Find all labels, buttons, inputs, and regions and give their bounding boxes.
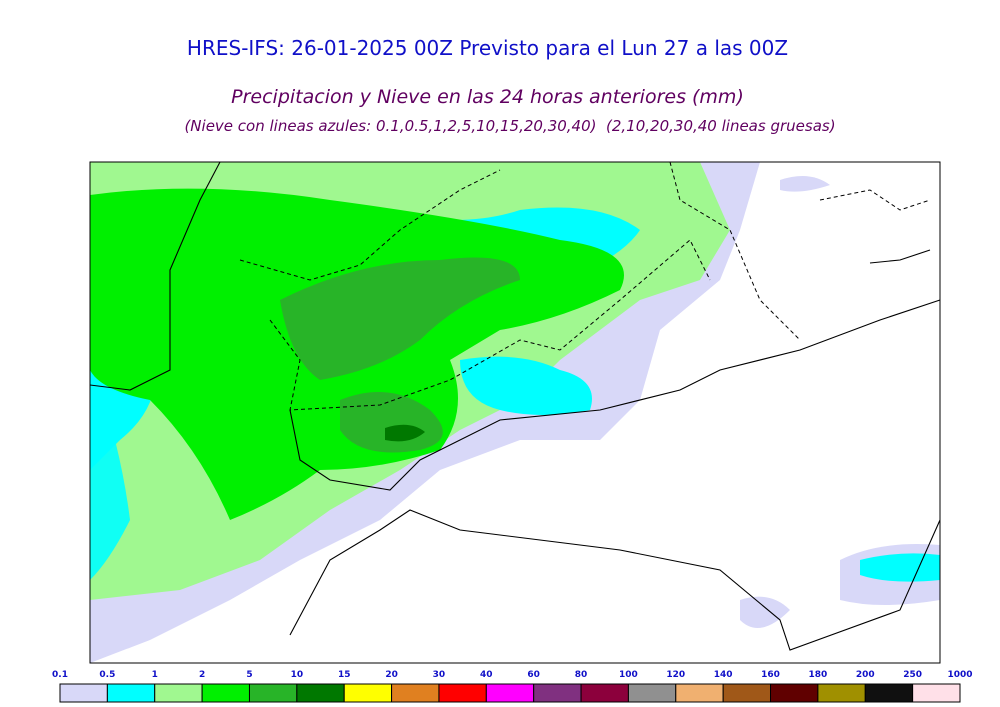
legend-level: 80 — [575, 670, 588, 680]
legend-level: 250 — [903, 670, 922, 680]
legend-swatch — [343, 683, 393, 703]
legend-swatch — [533, 683, 582, 703]
legend-swatch — [864, 683, 914, 703]
legend-level: 5 — [246, 670, 252, 680]
legend-swatch — [912, 683, 961, 703]
legend-level: 1 — [152, 670, 158, 680]
legend-swatch — [248, 683, 298, 703]
color-legend: 0.1 0.5 1 2 5 10 15 20 30 40 60 80 100 120 140 160 180 20… — [52, 670, 973, 703]
frame — [89, 161, 941, 664]
legend-swatch — [106, 683, 156, 703]
legend-swatch — [154, 683, 203, 703]
legend-level: 120 — [666, 670, 685, 680]
note: (Nieve con lineas azules: 0.1,0.5,1,2,5,… — [184, 117, 836, 135]
legend-swatch — [580, 683, 629, 703]
legend-swatch — [722, 683, 772, 703]
legend-level: 200 — [856, 670, 875, 680]
legend-level: 0.1 — [52, 670, 68, 680]
precip-field — [90, 162, 940, 663]
legend-level: 140 — [714, 670, 733, 680]
legend-level: 20 — [385, 670, 398, 680]
legend-level: 160 — [761, 670, 780, 680]
legend-level: 100 — [619, 670, 638, 680]
legend-swatch — [201, 683, 250, 703]
legend-swatch — [59, 683, 108, 703]
legend-swatch — [438, 683, 487, 703]
legend-level: 10 — [291, 670, 304, 680]
legend-swatch — [675, 683, 724, 703]
legend-swatch — [817, 683, 866, 703]
legend-swatch — [391, 683, 440, 703]
legend-level: 60 — [527, 670, 540, 680]
legend-level: 30 — [433, 670, 446, 680]
legend-level: 0.5 — [99, 670, 115, 680]
coastlines — [89, 161, 941, 651]
legend-swatch — [296, 683, 345, 703]
legend-level: 1000 — [947, 670, 972, 680]
title: HRES-IFS: 26-01-2025 00Z Previsto para e… — [186, 36, 789, 60]
legend-level: 40 — [480, 670, 493, 680]
legend-level: 15 — [338, 670, 351, 680]
subtitle: Precipitacion y Nieve en las 24 horas an… — [231, 86, 744, 108]
legend-swatch — [627, 683, 677, 703]
legend-swatch — [485, 683, 535, 703]
legend-swatch — [770, 683, 819, 703]
legend-level: 2 — [199, 670, 205, 680]
borders — [239, 161, 931, 411]
legend-level: 180 — [808, 670, 827, 680]
